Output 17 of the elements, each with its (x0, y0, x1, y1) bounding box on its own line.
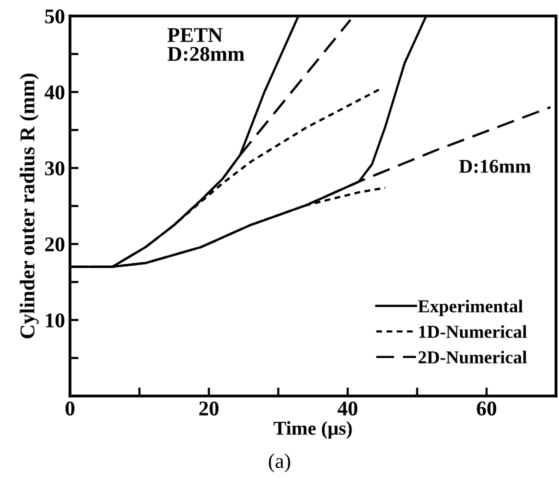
x-tick-label: 40 (338, 401, 358, 416)
y-tick-label: 40 (44, 85, 64, 100)
legend-label: 2D-Numerical (418, 350, 527, 364)
y-tick-label: 50 (45, 9, 64, 24)
x-tick-label: 0 (66, 401, 74, 416)
y-tick-label: 10 (46, 313, 64, 328)
annotation: PETN D:28mm (168, 28, 244, 62)
x-tick-label: 20 (199, 401, 218, 416)
x-axis-title: Time (μs) (274, 421, 352, 439)
text: (a) (268, 453, 290, 472)
x-tick-label: 60 (476, 401, 496, 416)
annotation: D:16mm (459, 160, 531, 173)
legend-label: Experimental (418, 300, 523, 316)
y-tick-label: 20 (45, 237, 64, 252)
y-axis-title: Cylinder outer radius R (mm) (20, 74, 39, 338)
y-tick-label: 30 (45, 161, 64, 176)
legend-label: 1D-Numerical (419, 325, 527, 338)
